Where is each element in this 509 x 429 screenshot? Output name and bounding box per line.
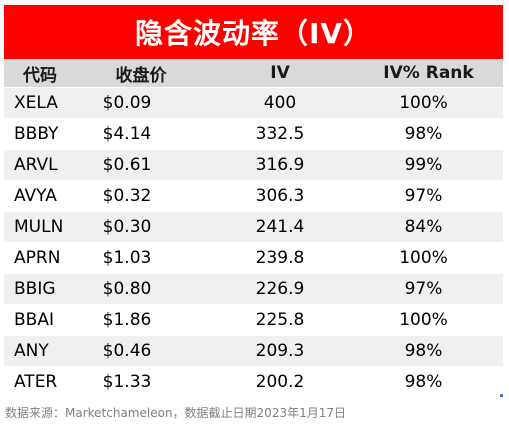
cell-iv: 316.9 [206,149,354,181]
header-ticker: 代码 [4,59,76,88]
cell-price: $1.03 [76,242,206,274]
table-row: APRN $1.03 239.8 100% [4,242,503,274]
table-row: ANY $0.46 209.3 98% [4,335,503,367]
cell-rank: 98% [354,366,503,398]
cell-iv: 400 [206,87,354,119]
cell-iv: 306.3 [206,180,354,212]
cell-iv: 332.5 [206,118,354,150]
cell-rank: 100% [354,242,503,274]
cell-ticker: ARVL [4,149,76,181]
table-row: ATER $1.33 200.2 98% [4,366,503,398]
table-row: AVYA $0.32 306.3 97% [4,180,503,212]
table-row: MULN $0.30 241.4 84% [4,211,503,243]
cell-iv: 241.4 [206,211,354,243]
table-row: BBIG $0.80 226.9 97% [4,273,503,305]
data-source-note: 数据来源：Marketchameleon，数据截止日期2023年1月17日 [5,406,346,420]
cell-ticker: BBAI [4,304,76,336]
cell-price: $1.86 [76,304,206,336]
header-iv: IV [206,59,354,88]
cell-price: $0.09 [76,87,206,119]
cell-ticker: BBBY [4,118,76,150]
cell-price: $1.33 [76,366,206,398]
selection-handle [500,394,503,397]
cell-ticker: AVYA [4,180,76,212]
cell-price: $0.61 [76,149,206,181]
table-row: XELA $0.09 400 100% [4,87,503,119]
cell-rank: 98% [354,118,503,150]
cell-ticker: ANY [4,335,76,367]
cell-rank: 99% [354,149,503,181]
cell-iv: 200.2 [206,366,354,398]
cell-price: $0.80 [76,273,206,305]
cell-iv: 226.9 [206,273,354,305]
cell-price: $4.14 [76,118,206,150]
cell-price: $0.46 [76,335,206,367]
cell-rank: 97% [354,273,503,305]
header-row: 代码 收盘价 IV IV% Rank [4,59,503,88]
cell-price: $0.32 [76,180,206,212]
cell-iv: 209.3 [206,335,354,367]
cell-price: $0.30 [76,211,206,243]
cell-rank: 100% [354,304,503,336]
table-title: 隐含波动率（IV） [4,5,503,59]
cell-iv: 239.8 [206,242,354,274]
cell-iv: 225.8 [206,304,354,336]
cell-rank: 98% [354,335,503,367]
iv-table: 代码 收盘价 IV IV% Rank XELA $0.09 400 100% B… [4,59,503,398]
header-iv-rank: IV% Rank [354,59,503,88]
table-row: ARVL $0.61 316.9 99% [4,149,503,181]
cell-rank: 97% [354,180,503,212]
cell-ticker: MULN [4,211,76,243]
table-row: BBAI $1.86 225.8 100% [4,304,503,336]
cell-ticker: ATER [4,366,76,398]
table-row: BBBY $4.14 332.5 98% [4,118,503,150]
cell-rank: 84% [354,211,503,243]
cell-ticker: BBIG [4,273,76,305]
cell-ticker: XELA [4,87,76,119]
cell-ticker: APRN [4,242,76,274]
header-close-price: 收盘价 [76,59,206,88]
cell-rank: 100% [354,87,503,119]
